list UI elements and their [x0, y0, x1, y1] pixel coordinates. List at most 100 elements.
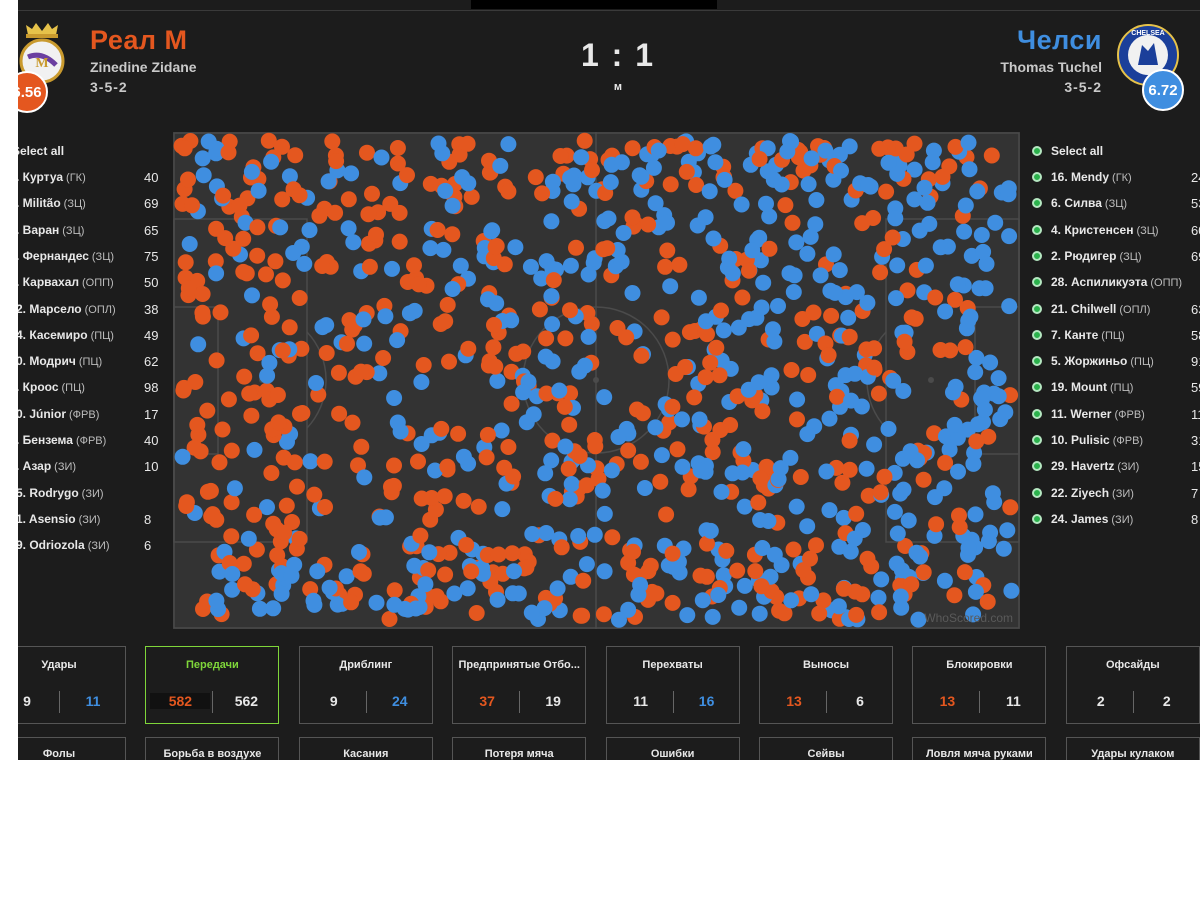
away-pass-dot[interactable]: [537, 348, 554, 365]
away-pass-dot[interactable]: [633, 168, 650, 185]
away-player-row[interactable]: 19. Mount(ПЦ) 59: [1032, 380, 1200, 400]
home-pass-dot[interactable]: [872, 264, 889, 281]
away-pass-dot[interactable]: [421, 544, 438, 561]
home-pass-dot[interactable]: [538, 385, 555, 402]
away-pass-dot[interactable]: [444, 197, 461, 214]
home-pass-dot[interactable]: [220, 391, 237, 408]
away-player-row[interactable]: 22. Ziyech (ЗИ) 7: [1032, 486, 1200, 506]
home-pass-dot[interactable]: [1002, 499, 1019, 516]
home-player-row[interactable]: 9. Odriozola (ЗИ) 6: [16, 538, 166, 558]
home-player-row[interactable]: . Варан (ЗЦ) 65: [16, 223, 166, 243]
home-pass-dot[interactable]: [208, 352, 225, 369]
home-pass-dot[interactable]: [583, 315, 600, 332]
away-pass-dot[interactable]: [840, 309, 857, 326]
home-pass-dot[interactable]: [538, 330, 555, 347]
home-pass-dot[interactable]: [792, 469, 809, 485]
away-pass-dot[interactable]: [430, 135, 447, 152]
away-player-row[interactable]: 21. Chilwell(ОПЛ) 63: [1032, 302, 1200, 322]
away-pass-dot[interactable]: [285, 245, 302, 261]
away-pass-dot[interactable]: [924, 154, 941, 171]
home-pass-dot[interactable]: [664, 331, 681, 348]
home-player-row[interactable]: . Карвахал (ОПП) 50: [16, 275, 166, 295]
home-pass-dot[interactable]: [677, 359, 694, 375]
away-pass-dot[interactable]: [984, 485, 1001, 502]
away-pass-dot[interactable]: [900, 512, 917, 529]
home-pass-dot[interactable]: [545, 272, 562, 289]
home-pass-dot[interactable]: [561, 416, 578, 433]
home-player-row[interactable]: . Куртуа (ГК) 40: [16, 170, 166, 190]
away-pass-dot[interactable]: [788, 234, 805, 251]
home-pass-dot[interactable]: [214, 421, 231, 438]
home-pass-dot[interactable]: [428, 588, 445, 605]
home-pass-dot[interactable]: [947, 138, 964, 155]
home-pass-dot[interactable]: [870, 385, 887, 402]
away-pass-dot[interactable]: [679, 607, 696, 624]
away-pass-dot[interactable]: [320, 173, 337, 190]
home-pass-dot[interactable]: [359, 144, 375, 161]
away-pass-dot[interactable]: [860, 177, 877, 193]
home-pass-dot[interactable]: [263, 465, 280, 481]
away-pass-dot[interactable]: [653, 447, 670, 464]
away-pass-dot[interactable]: [941, 441, 958, 458]
home-pass-dot[interactable]: [979, 593, 996, 610]
away-pass-dot[interactable]: [251, 600, 268, 617]
home-pass-dot[interactable]: [552, 148, 569, 164]
home-pass-dot[interactable]: [269, 547, 286, 564]
home-pass-dot[interactable]: [574, 607, 591, 624]
away-pass-dot[interactable]: [406, 302, 423, 319]
away-pass-dot[interactable]: [885, 372, 902, 389]
home-pass-dot[interactable]: [915, 471, 932, 488]
away-pass-dot[interactable]: [893, 599, 910, 616]
home-pass-dot[interactable]: [796, 333, 813, 350]
home-pass-dot[interactable]: [344, 414, 361, 431]
checkbox-icon[interactable]: [1032, 224, 1042, 235]
away-pass-dot[interactable]: [523, 604, 540, 621]
away-pass-dot[interactable]: [386, 390, 403, 406]
away-pass-dot[interactable]: [770, 298, 786, 314]
home-pass-dot[interactable]: [669, 441, 686, 458]
home-pass-dot[interactable]: [479, 426, 496, 443]
away-pass-dot[interactable]: [973, 227, 990, 243]
home-pass-dot[interactable]: [180, 280, 197, 297]
away-pass-dot[interactable]: [243, 163, 260, 180]
stat-tab[interactable]: Перехваты 11 16: [605, 646, 740, 724]
home-pass-dot[interactable]: [470, 498, 487, 515]
home-player-row[interactable]: . Фернандес (ЗЦ) 75: [16, 249, 166, 269]
home-pass-dot[interactable]: [343, 594, 360, 611]
home-pass-dot[interactable]: [429, 222, 446, 238]
away-pass-dot[interactable]: [455, 448, 472, 465]
away-pass-dot[interactable]: [427, 462, 443, 479]
home-pass-dot[interactable]: [328, 153, 345, 170]
away-pass-dot[interactable]: [483, 223, 500, 240]
home-pass-dot[interactable]: [383, 478, 399, 495]
home-pass-dot[interactable]: [657, 258, 674, 275]
home-pass-dot[interactable]: [872, 484, 889, 501]
home-pass-dot[interactable]: [330, 364, 347, 381]
top-tab[interactable]: [471, 0, 717, 9]
checkbox-icon[interactable]: [1032, 303, 1042, 314]
home-pass-dot[interactable]: [624, 209, 641, 226]
home-pass-dot[interactable]: [212, 304, 229, 321]
away-pass-dot[interactable]: [895, 383, 912, 399]
away-pass-dot[interactable]: [926, 527, 943, 544]
home-pass-dot[interactable]: [771, 602, 788, 619]
away-pass-dot[interactable]: [755, 274, 772, 291]
home-pass-dot[interactable]: [314, 258, 331, 274]
home-team-name[interactable]: Реал М: [90, 25, 188, 55]
home-pass-dot[interactable]: [865, 210, 882, 226]
home-pass-dot[interactable]: [957, 339, 974, 356]
away-pass-dot[interactable]: [272, 219, 289, 236]
away-pass-dot[interactable]: [893, 562, 910, 579]
away-pass-dot[interactable]: [702, 138, 719, 155]
home-pass-dot[interactable]: [331, 405, 348, 422]
home-pass-dot[interactable]: [625, 543, 641, 560]
away-pass-dot[interactable]: [830, 598, 847, 615]
home-pass-dot[interactable]: [184, 197, 200, 214]
home-pass-dot[interactable]: [361, 258, 378, 275]
away-pass-dot[interactable]: [724, 265, 741, 282]
home-pass-dot[interactable]: [859, 550, 876, 567]
home-pass-dot[interactable]: [415, 357, 432, 373]
home-pass-dot[interactable]: [747, 563, 764, 580]
home-pass-dot[interactable]: [278, 497, 295, 514]
away-pass-dot[interactable]: [377, 509, 394, 526]
